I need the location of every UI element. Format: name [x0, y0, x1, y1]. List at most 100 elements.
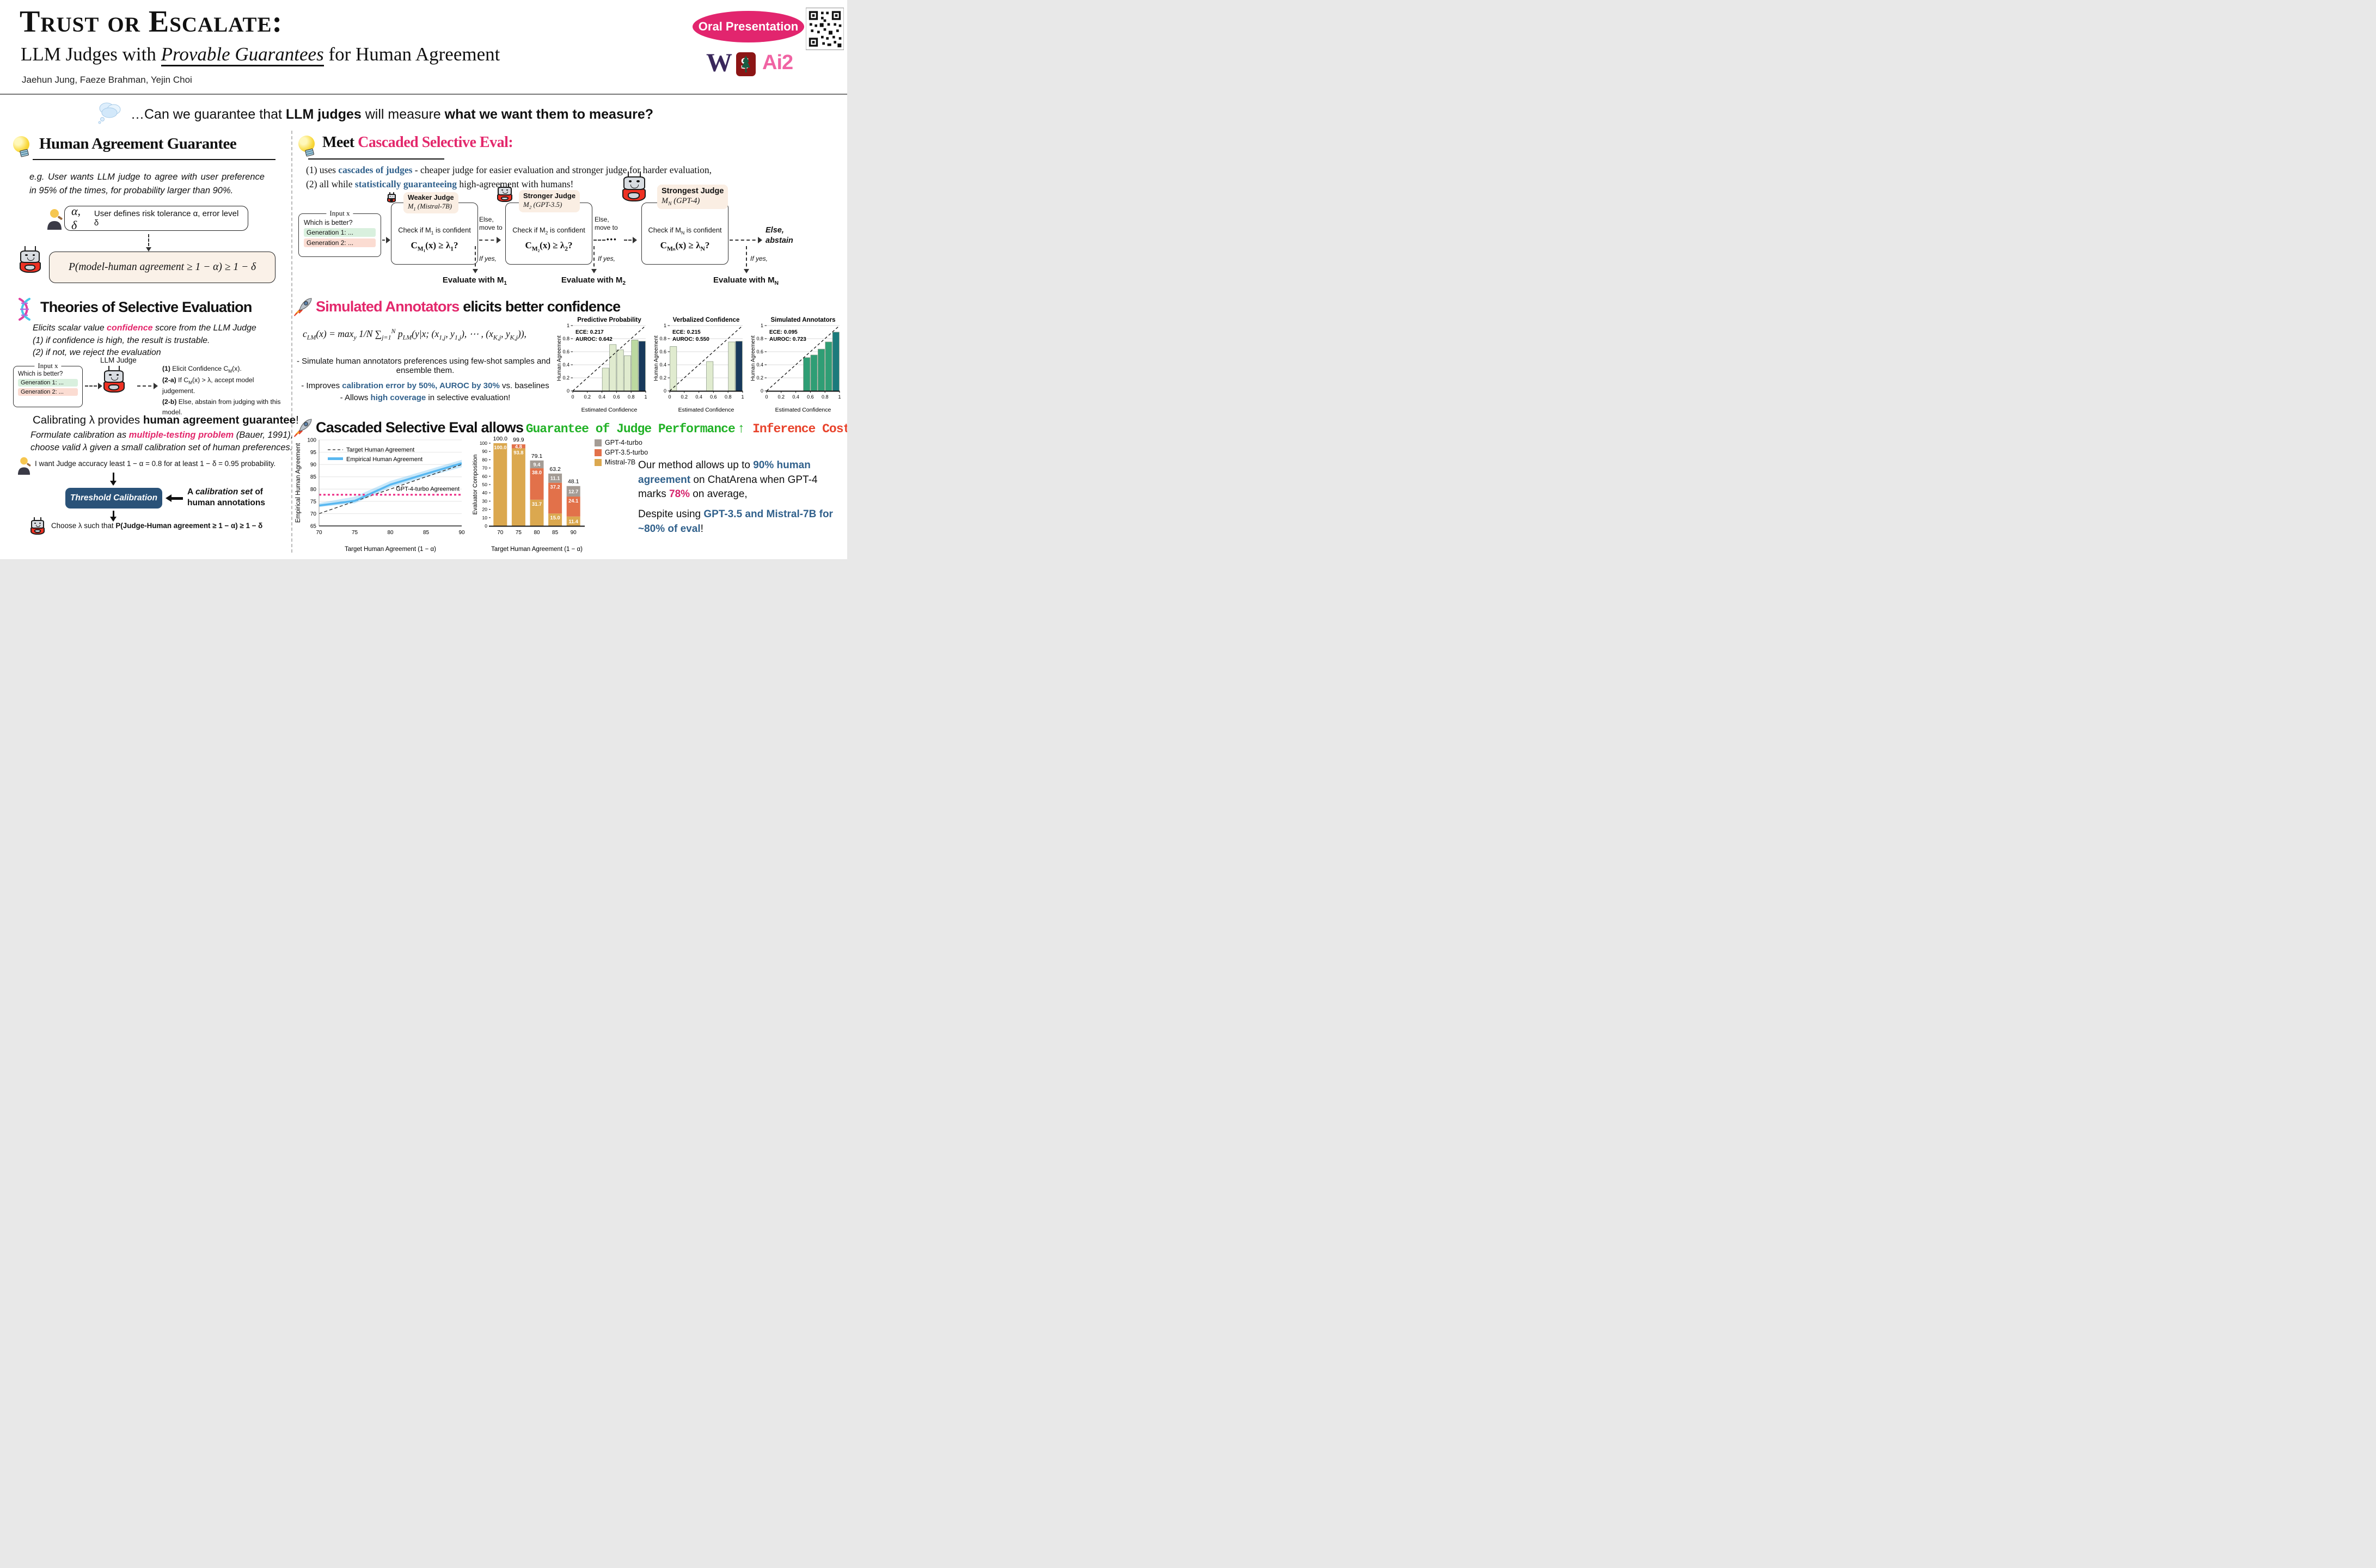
svg-text:100.0: 100.0: [493, 436, 507, 442]
page-title: Trust or Escalate:: [20, 5, 283, 39]
svg-text:0.4: 0.4: [659, 362, 666, 367]
bullet-1-line-1: - Simulate human annotators preferences …: [297, 357, 551, 366]
robot-icon: [20, 246, 41, 273]
svg-text:1: 1: [664, 323, 666, 328]
svg-text:0.6: 0.6: [562, 349, 569, 354]
svg-text:0.4: 0.4: [562, 362, 569, 367]
check-confident-3: Check if MN is confident: [648, 226, 722, 236]
question-pre: …Can we guarantee that: [131, 107, 286, 122]
svg-text:63.2: 63.2: [549, 466, 561, 473]
question-mid: will measure: [361, 107, 445, 122]
theories-line3: (2) if not, we reject the evaluation: [33, 348, 161, 357]
section-underline: [33, 159, 275, 161]
svg-text:Estimated Confidence: Estimated Confidence: [678, 407, 734, 413]
chart-agreement-line: GPT-4-turbo Agreement 65 70 75 80 85 90 95 100 70…: [293, 434, 467, 555]
theories-line2: (1) if confidence is high, the result is…: [33, 336, 210, 345]
svg-text:80: 80: [534, 530, 540, 536]
cascade-arrow-2a: [593, 240, 605, 241]
evaluate-with-m1: Evaluate with M1: [442, 275, 507, 286]
svg-text:Target Human Agreement (1 − α): Target Human Agreement (1 − α): [491, 546, 583, 553]
section-theories-title: Theories of Selective Evaluation: [40, 299, 252, 315]
svg-text:90: 90: [458, 530, 465, 536]
svg-text:80: 80: [482, 457, 488, 462]
arrow-down-dashed: [146, 234, 151, 252]
choose-lambda-line: Choose λ such that P(Judge-Human agreeme…: [51, 522, 263, 530]
svg-text:0.4: 0.4: [598, 394, 605, 400]
svg-text:0: 0: [761, 388, 763, 394]
cascade-bullet-2: (2) all while statistically guaranteeing…: [306, 179, 574, 189]
confidence-formula-1: CM₁(x) ≥ λ1?: [411, 240, 458, 252]
section-human-agreement-title: Human Agreement Guarantee: [39, 135, 237, 152]
svg-text:79.1: 79.1: [531, 453, 543, 460]
input-box: Input x Which is better? Generation 1: .…: [13, 362, 83, 407]
svg-text:Human Agreement: Human Agreement: [653, 335, 659, 381]
svg-text:90: 90: [571, 530, 577, 536]
meet-label: Meet: [322, 134, 358, 151]
svg-text:12.7: 12.7: [568, 489, 578, 494]
if-yes-1: If yes,: [479, 255, 497, 262]
cascade-input-box: Input x Which is better? Generation 1: .…: [298, 209, 381, 257]
cascade-arrow-0: [382, 237, 390, 243]
svg-text:0: 0: [485, 523, 487, 529]
thought-bubble-icon: [98, 102, 121, 124]
elicits-better-confidence-label: elicits better confidence: [459, 298, 621, 315]
step-2b: (2-b) Else, abstain from judging with th…: [162, 397, 281, 416]
svg-text:70: 70: [310, 511, 317, 517]
svg-text:0.8: 0.8: [659, 336, 666, 341]
arrow-right-dashed-2: [137, 383, 158, 389]
svg-text:GPT-4-turbo Agreement: GPT-4-turbo Agreement: [396, 486, 460, 493]
svg-text:Evaluator Composition: Evaluator Composition: [472, 455, 479, 515]
svg-text:99.9: 99.9: [513, 437, 524, 443]
chart-calibration-verbalized: Verbalized Confidence 0 0.2 0.4 0.6 0.8 1 0 0.2 0…: [653, 316, 747, 415]
lightbulb-icon: [11, 134, 32, 155]
if-yes-3: If yes,: [750, 255, 768, 262]
simulated-bullet-2: - Improves calibration error by 50%, AUR…: [301, 381, 549, 390]
svg-text:Verbalized Confidence: Verbalized Confidence: [673, 317, 740, 323]
calibrating-bold: human agreement guarantee: [143, 414, 296, 426]
legend-gpt4: GPT-4-turbo: [595, 439, 648, 446]
llm-judge-robot-icon: [103, 366, 125, 393]
confidence-formula-2: CM₂(x) ≥ λ2?: [525, 240, 573, 252]
svg-text:75: 75: [516, 530, 522, 536]
svg-text:ECE: 0.215: ECE: 0.215: [672, 329, 701, 335]
arrow-down-solid: [110, 473, 117, 486]
svg-text:90: 90: [310, 462, 317, 468]
if-yes-arrow-1: [473, 246, 478, 273]
svg-text:48.1: 48.1: [568, 479, 579, 485]
if-yes-2: If yes,: [598, 255, 616, 262]
svg-text:0.2: 0.2: [659, 375, 666, 381]
check-confident-1: Check if M1 is confident: [398, 226, 471, 236]
robot-icon-weaker: [387, 192, 396, 203]
up-arrow: ↑: [737, 422, 745, 437]
formulate-pre: Formulate calibration as: [30, 430, 129, 440]
svg-text:11.1: 11.1: [550, 476, 560, 481]
rocket-icon-2: [294, 419, 312, 437]
theories-line1-highlight: confidence: [107, 323, 153, 333]
cascade-generation-2: Generation 2: ...: [304, 238, 376, 247]
svg-text:80: 80: [387, 530, 394, 536]
svg-text:15.0: 15.0: [550, 515, 560, 520]
clm-formula: cLM(x) = maxy 1/N ∑j=1N pLM(y|x; (x1,j, …: [303, 327, 526, 341]
svg-text:37.2: 37.2: [550, 485, 560, 490]
stanford-tree-icon: [742, 56, 750, 72]
chart-calibration-simulated: Simulated Annotators 0 0.2 0.4 0.6 0.8 1 0 0.2 0.…: [750, 316, 844, 415]
robot-icon-strongest: [622, 171, 646, 201]
svg-text:30: 30: [482, 498, 488, 504]
chart-calibration-predictive: Predictive Probability 0 0.2 0.4 0.6 0.8 1 0 0.2…: [556, 316, 650, 415]
subtitle-emphasis: Provable Guarantees: [161, 44, 324, 66]
svg-text:0.8: 0.8: [562, 336, 569, 341]
cascade-input-title: Input x: [326, 209, 353, 218]
arrow-down-solid-2: [110, 511, 117, 522]
simulated-bullet-1: - Simulate human annotators preferences …: [297, 357, 554, 375]
svg-text:70: 70: [316, 530, 322, 536]
dna-icon: [19, 298, 30, 321]
generation-1: Generation 1: ...: [18, 379, 78, 387]
svg-text:Predictive Probability: Predictive Probability: [577, 317, 641, 323]
qr-code: [806, 8, 844, 50]
svg-text:70: 70: [482, 465, 488, 471]
threshold-calibration-label: Threshold Calibration: [70, 493, 158, 503]
svg-text:Human Agreement: Human Agreement: [750, 335, 756, 381]
bullet-1-line-2: ensemble them.: [396, 366, 455, 375]
chart-evaluator-composition: 100.0 100.0 70 93.8 4.8 99.9 75 31.7 38.0 9.4 79.1…: [471, 434, 589, 555]
subtitle-pre: LLM Judges with: [21, 44, 161, 65]
